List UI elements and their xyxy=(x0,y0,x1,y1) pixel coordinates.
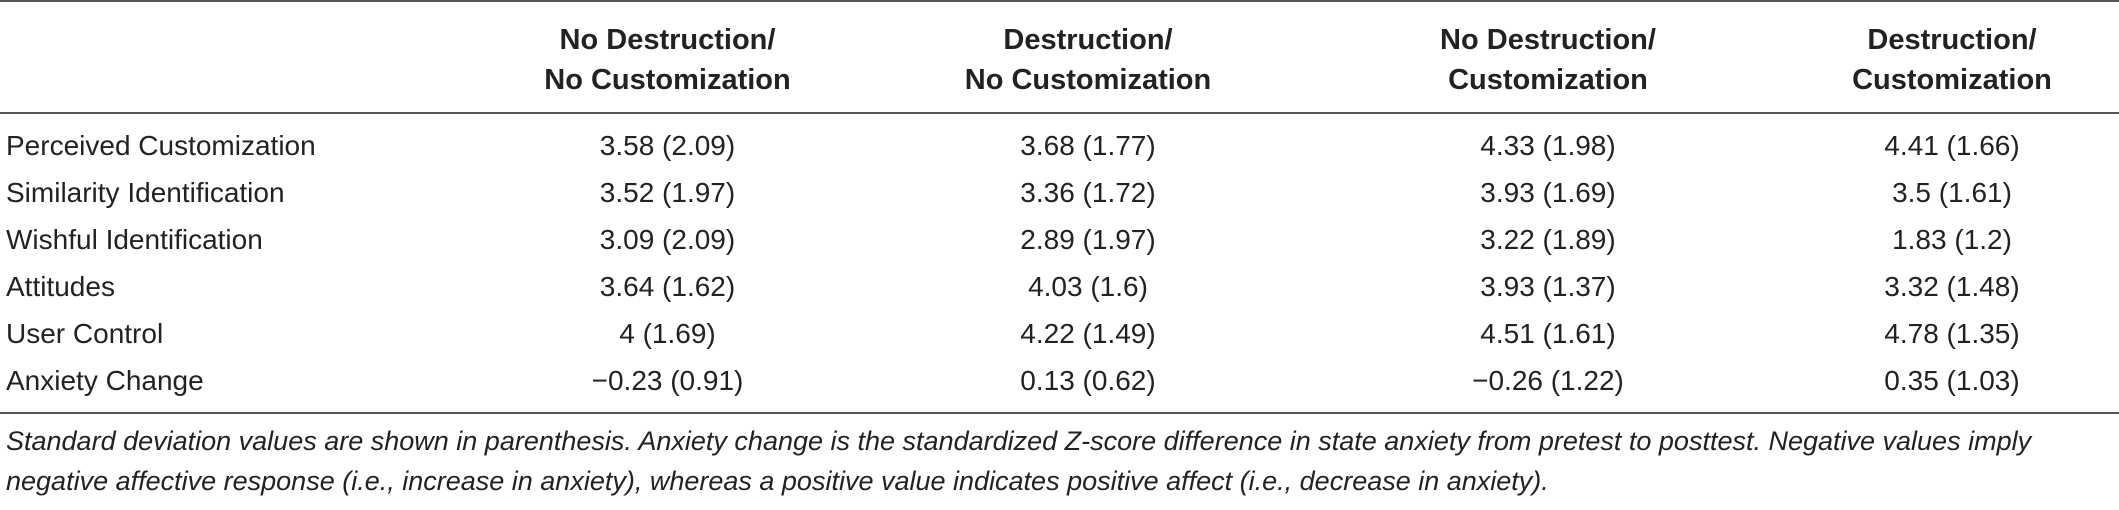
column-header-line2: Customization xyxy=(1448,64,1648,96)
table-cell: −0.26 (1.22) xyxy=(1472,364,1624,396)
row-label: Perceived Customization xyxy=(6,129,316,161)
row-label: User Control xyxy=(6,317,164,349)
table-cell: 0.13 (0.62) xyxy=(1020,364,1156,396)
table-cell: 3.09 (2.09) xyxy=(599,223,736,255)
column-header-empty xyxy=(0,0,470,113)
table-cell: 4.03 (1.6) xyxy=(1028,270,1148,302)
table-cell: 3.32 (1.48) xyxy=(1884,270,2020,302)
results-table: No Destruction/ No Customization Destruc… xyxy=(0,0,2119,413)
table-cell: 2.89 (1.97) xyxy=(1020,223,1156,255)
table-cell: 3.68 (1.77) xyxy=(1020,129,1156,161)
table-cell: 3.93 (1.69) xyxy=(1480,176,1616,208)
table-cell: 0.35 (1.03) xyxy=(1884,364,2020,396)
table-row: Similarity Identification 3.52 (1.97) 3.… xyxy=(0,169,2119,216)
table-cell: 3.22 (1.89) xyxy=(1480,223,1616,255)
table-row: Wishful Identification 3.09 (2.09) 2.89 … xyxy=(0,216,2119,263)
table-cell: 4.22 (1.49) xyxy=(1020,317,1156,349)
column-header-line1: No Destruction/ xyxy=(1440,24,1656,56)
column-header-line1: Destruction/ xyxy=(1867,24,2037,56)
column-header-line2: Customization xyxy=(1852,64,2052,96)
table-cell: 4.78 (1.35) xyxy=(1884,317,2020,349)
table-cell: 4.33 (1.98) xyxy=(1480,129,1616,161)
table-cell: 3.36 (1.72) xyxy=(1020,176,1156,208)
table-row: User Control 4 (1.69) 4.22 (1.49) 4.51 (… xyxy=(0,310,2119,357)
table-cell: 3.52 (1.97) xyxy=(599,176,736,208)
table-cell: 3.5 (1.61) xyxy=(1892,176,2012,208)
table-cell: 3.93 (1.37) xyxy=(1480,270,1616,302)
row-label: Wishful Identification xyxy=(6,223,263,255)
table-cell: 4 (1.69) xyxy=(619,317,716,349)
table-row: Perceived Customization 3.58 (2.09) 3.68… xyxy=(0,113,2119,169)
column-header-line1: Destruction/ xyxy=(1003,24,1173,56)
row-label: Similarity Identification xyxy=(6,176,285,208)
column-header-destruction-customization: Destruction/ Customization xyxy=(1785,0,2119,113)
column-header-line2: No Customization xyxy=(544,64,791,96)
table-cell: 4.51 (1.61) xyxy=(1480,317,1616,349)
row-label: Attitudes xyxy=(6,270,115,302)
row-label: Anxiety Change xyxy=(6,364,204,396)
table-footnote: Standard deviation values are shown in p… xyxy=(6,426,2032,496)
table-cell: 1.83 (1.2) xyxy=(1892,223,2012,255)
column-header-line2: No Customization xyxy=(964,64,1212,96)
column-header-no-destruction-no-customization: No Destruction/ No Customization xyxy=(470,0,865,113)
table-cell: 3.64 (1.62) xyxy=(599,270,736,302)
table-cell: −0.23 (0.91) xyxy=(591,364,744,396)
table-row: Anxiety Change −0.23 (0.91) 0.13 (0.62) … xyxy=(0,357,2119,413)
table-header-row: No Destruction/ No Customization Destruc… xyxy=(0,0,2119,113)
column-header-destruction-no-customization: Destruction/ No Customization xyxy=(865,0,1311,113)
data-table-container: No Destruction/ No Customization Destruc… xyxy=(0,0,2119,413)
table-cell: 4.41 (1.66) xyxy=(1884,129,2020,161)
table-cell: 3.58 (2.09) xyxy=(599,129,736,161)
table-top-rule xyxy=(0,0,2119,2)
column-header-no-destruction-customization: No Destruction/ Customization xyxy=(1311,0,1785,113)
table-row: Attitudes 3.64 (1.62) 4.03 (1.6) 3.93 (1… xyxy=(0,263,2119,310)
column-header-line1: No Destruction/ xyxy=(559,24,776,56)
